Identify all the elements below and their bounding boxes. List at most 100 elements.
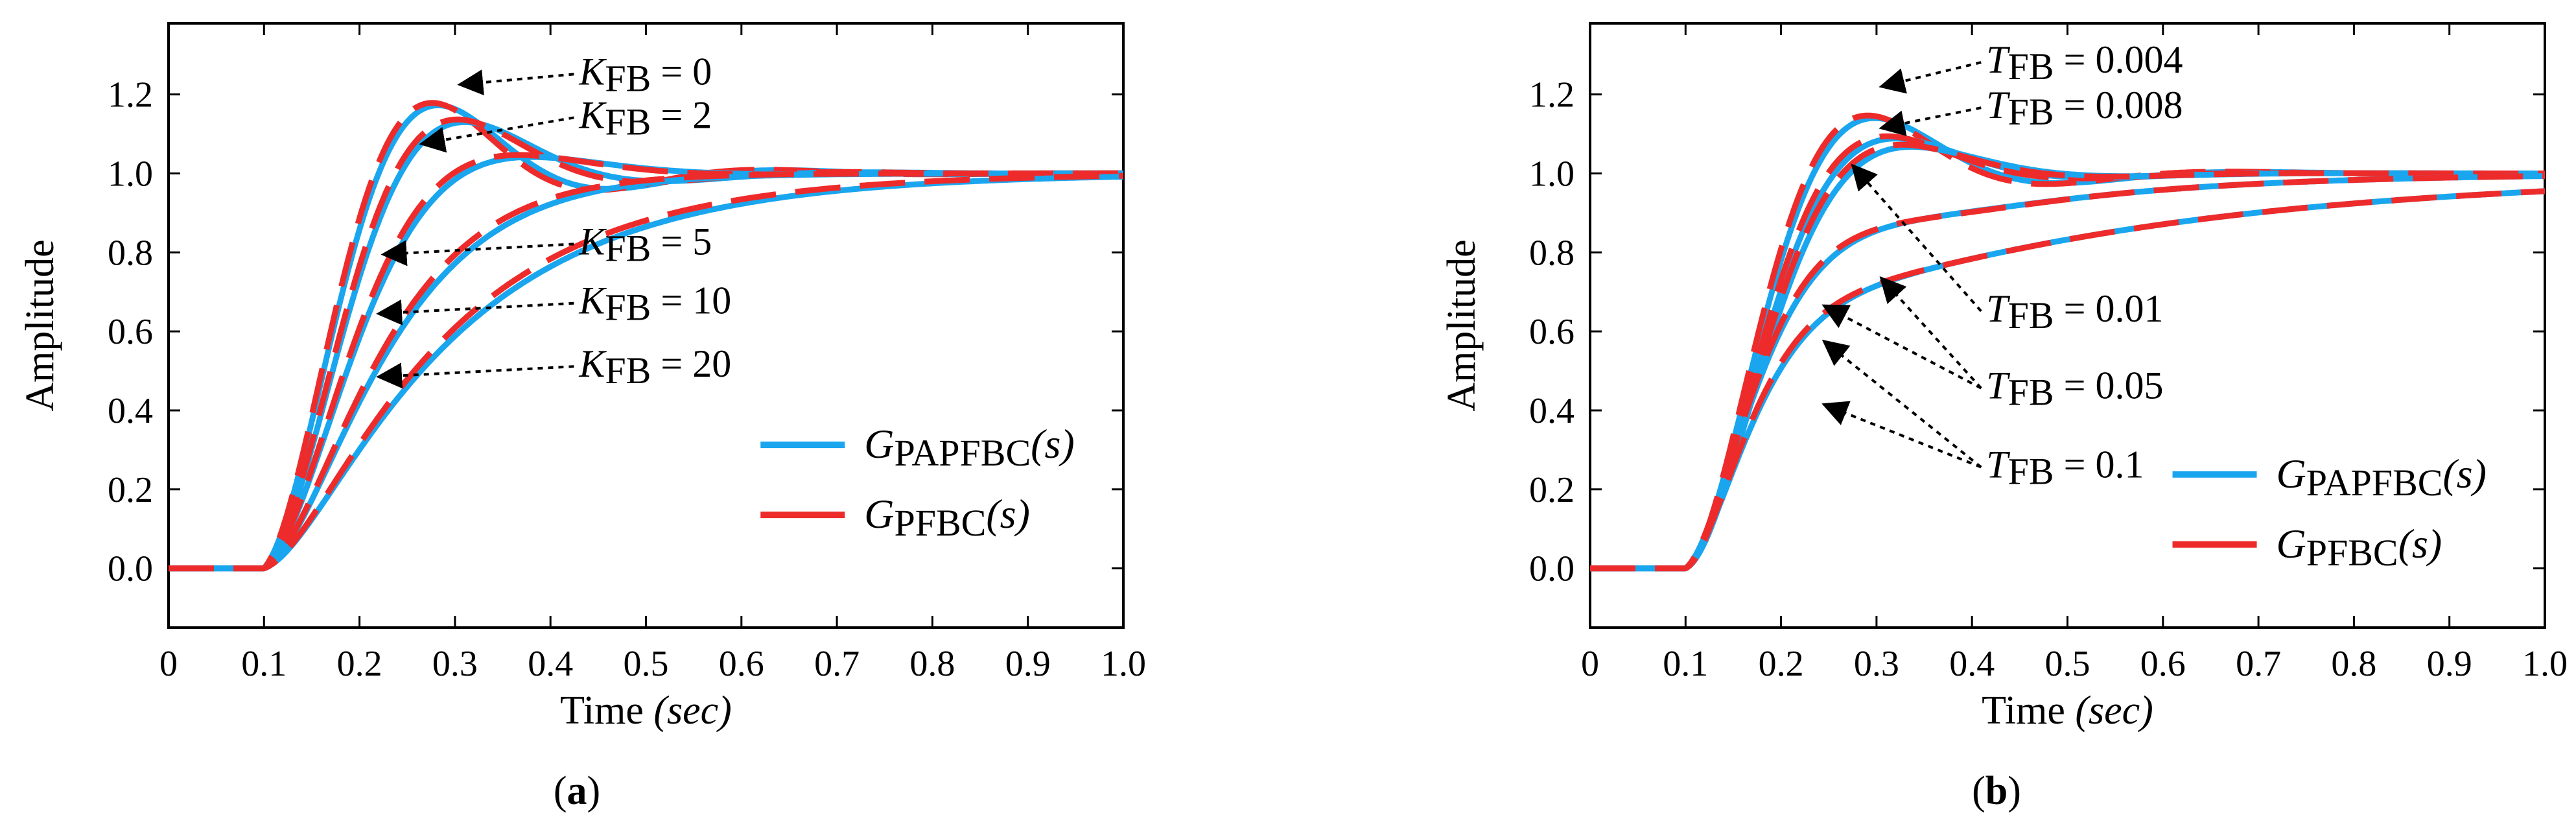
annotation-label: KFB = 2 — [578, 93, 712, 143]
legend-subscript: PFBC — [894, 502, 986, 544]
x-tick-label: 0 — [1581, 644, 1599, 684]
legend-tail: (s) — [2442, 451, 2487, 497]
x-tick-label: 0.7 — [814, 644, 860, 684]
x-tick-label: 0.8 — [909, 644, 955, 684]
series-line-papfbc — [1590, 136, 2545, 572]
x-tick-label: 0.5 — [624, 644, 669, 684]
annotation-symbol: K — [578, 279, 607, 322]
chart-panel-a: 0 0.1 0.2 0.3 0.4 0.5 0.6 0.7 0.8 0.9 1.0 0.0 0.2 0.4… — [18, 22, 1146, 813]
series-line-pfbc — [1590, 173, 2545, 572]
annotation-symbol: T — [1986, 38, 2010, 81]
x-axis-label-main: Time — [560, 689, 653, 733]
annotation-arrow — [376, 299, 574, 325]
x-tick-label: 0.4 — [528, 644, 573, 684]
x-tick-label: 0.8 — [2331, 644, 2376, 684]
panel-label-close: ) — [2008, 769, 2021, 813]
annotation-symbol: K — [578, 93, 607, 136]
x-tick-label: 0.4 — [1949, 644, 1995, 684]
legend-symbol: G — [864, 421, 894, 467]
annotation-label: TFB = 0.004 — [1986, 38, 2183, 88]
annotation-arrow — [1821, 304, 1982, 390]
legend-subscript: PAPFBC — [894, 432, 1031, 474]
annotation-label: KFB = 10 — [578, 279, 731, 329]
annotation-value: = 10 — [651, 279, 731, 322]
annotation-symbol: T — [1986, 443, 2010, 486]
annotation-subscript: FB — [2008, 294, 2054, 336]
annotation-label: TFB = 0.01 — [1986, 287, 2163, 336]
annotation-label: KFB = 5 — [578, 220, 712, 269]
series-line-papfbc — [1590, 143, 2545, 572]
x-axis-label-main: Time — [1982, 689, 2075, 733]
legend-label: GPFBC(s) — [2277, 521, 2442, 574]
x-axis-label: Time (sec) — [560, 689, 732, 733]
x-tick-label: 0.5 — [2045, 644, 2090, 684]
series-line-pfbc — [1590, 141, 2545, 572]
series-line-pfbc — [169, 171, 1123, 572]
legend-symbol: G — [2277, 451, 2306, 497]
y-tick-label: 0.0 — [108, 549, 153, 589]
annotation-arrow — [1821, 401, 1982, 469]
y-tick-label: 1.0 — [108, 154, 153, 194]
series-line-papfbc — [1590, 188, 2545, 572]
annotation-label: TFB = 0.05 — [1986, 364, 2163, 414]
annotation-subscript: FB — [2008, 91, 2054, 133]
annotation-arrow — [381, 240, 574, 266]
annotation-value: = 0.05 — [2054, 364, 2164, 407]
annotation-arrow — [419, 116, 574, 153]
panel-label-close: ) — [587, 769, 601, 813]
legend-label: GPAPFBC(s) — [2277, 451, 2487, 504]
legend-symbol: G — [2277, 521, 2306, 567]
y-tick-label: 0.8 — [108, 233, 153, 273]
x-tick-label: 0.3 — [432, 644, 478, 684]
annotation-value: = 0.01 — [2054, 287, 2164, 330]
x-axis-label: Time (sec) — [1982, 689, 2153, 733]
annotation-arrow — [376, 362, 574, 389]
y-tick-label: 0.4 — [108, 391, 153, 431]
legend-label: GPAPFBC(s) — [864, 421, 1074, 474]
x-axis-label-unit: (sec) — [2075, 689, 2153, 733]
annotation-value: = 0.1 — [2054, 443, 2144, 486]
legend-tail: (s) — [1031, 421, 1075, 467]
y-tick-label: 0.4 — [1529, 391, 1575, 431]
legend-symbol: G — [864, 491, 894, 537]
annotation-subscript: FB — [605, 349, 651, 392]
x-tick-label: 0.6 — [719, 644, 764, 684]
annotation-label: TFB = 0.1 — [1986, 443, 2144, 493]
y-axis-label: Amplitude — [18, 239, 62, 411]
annotation-arrow — [1821, 339, 1982, 469]
x-tick-label: 0.3 — [1854, 644, 1899, 684]
panel-label: (b) — [1972, 769, 2021, 813]
x-tick-label: 0.9 — [2427, 644, 2472, 684]
annotation-subscript: FB — [2008, 451, 2054, 493]
panel-label-open: ( — [554, 769, 567, 813]
series-line-pfbc — [1590, 133, 2545, 572]
panel-label-letter: a — [567, 769, 587, 813]
y-tick-label: 0.2 — [1529, 470, 1575, 510]
annotation-symbol: T — [1986, 364, 2010, 407]
annotation-arrow — [1879, 106, 1982, 136]
annotation-value: = 0 — [651, 50, 712, 93]
x-tick-label: 1.0 — [1101, 644, 1146, 684]
y-tick-label: 1.2 — [1529, 75, 1575, 115]
x-tick-label: 0 — [159, 644, 178, 684]
x-tick-label: 0.2 — [1759, 644, 1804, 684]
annotation-label: KFB = 20 — [578, 342, 731, 392]
annotation-label: TFB = 0.008 — [1986, 84, 2183, 133]
panel-label-open: ( — [1972, 769, 1985, 813]
y-tick-label: 0.6 — [1529, 312, 1575, 352]
panel-label-letter: b — [1985, 769, 2008, 813]
annotation-symbol: T — [1986, 287, 2010, 330]
annotation-arrow — [1879, 276, 1982, 390]
annotation-value: = 5 — [651, 220, 712, 263]
annotation-arrow — [1879, 61, 1982, 94]
y-tick-label: 1.2 — [108, 75, 153, 115]
annotation-value: = 0.008 — [2054, 84, 2183, 126]
annotation-subscript: FB — [2008, 372, 2054, 414]
annotation-subscript: FB — [605, 100, 651, 143]
x-tick-label: 0.7 — [2236, 644, 2281, 684]
annotation-symbol: T — [1986, 84, 2010, 126]
annotation-value: = 0.004 — [2054, 38, 2183, 81]
x-tick-label: 0.2 — [337, 644, 382, 684]
annotation-arrow — [457, 69, 574, 96]
